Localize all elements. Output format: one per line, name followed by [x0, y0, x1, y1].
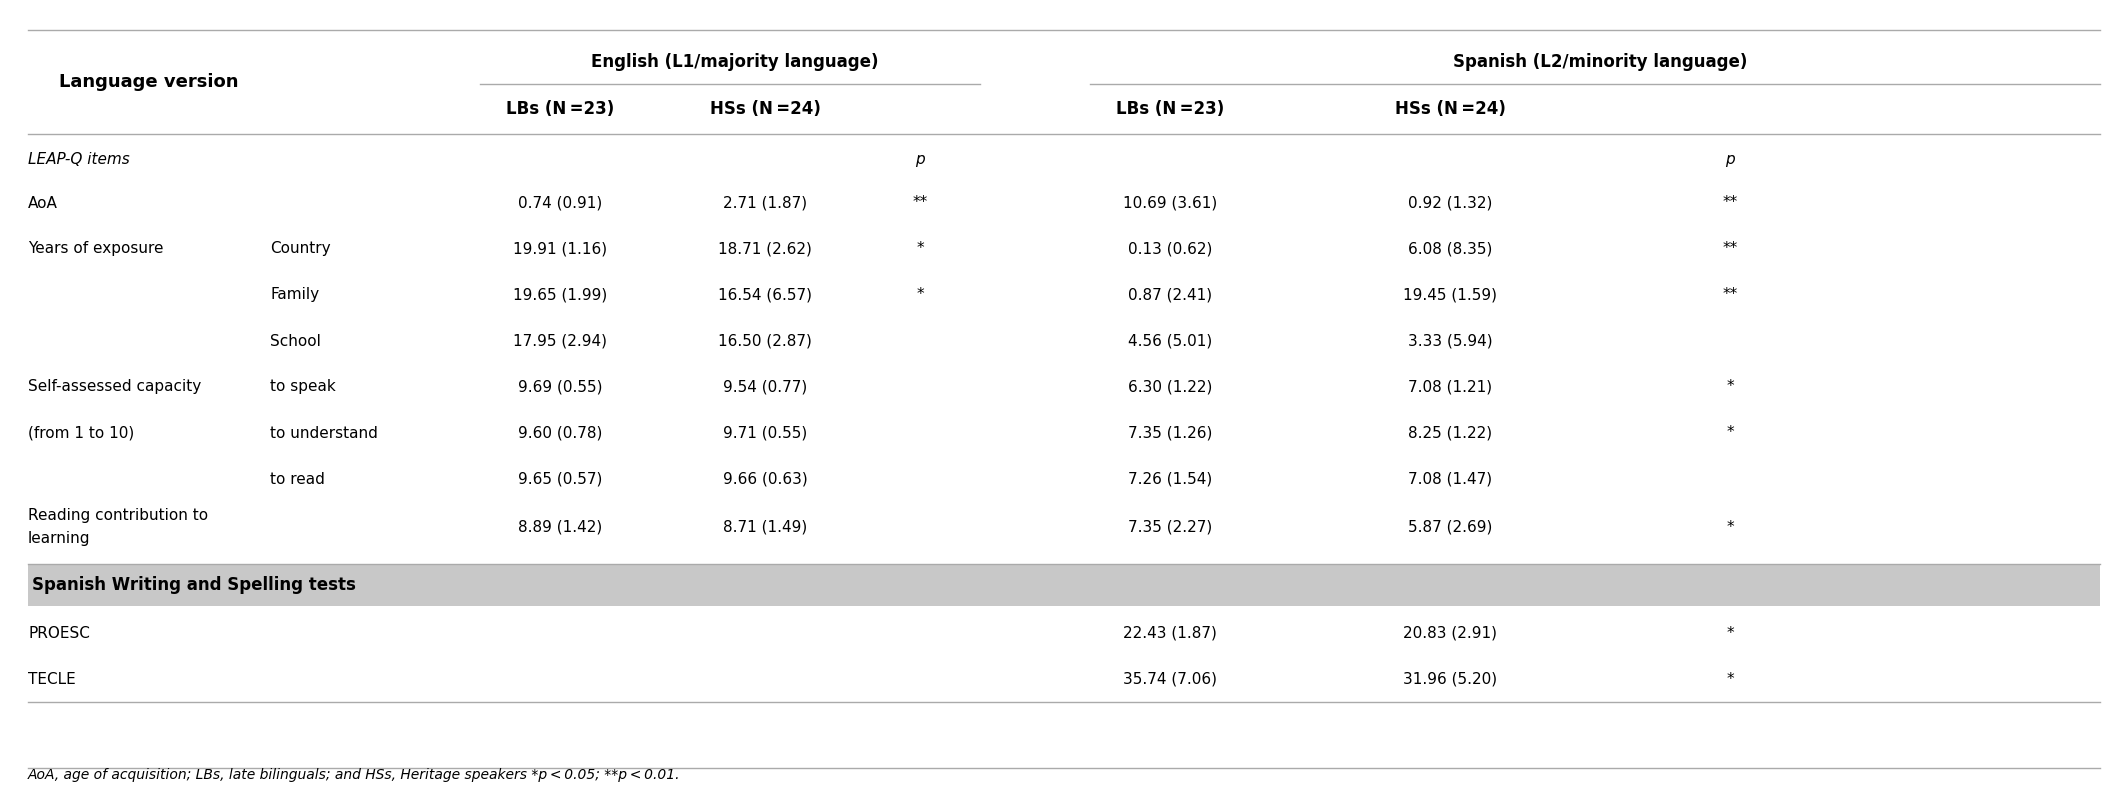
Text: 0.13 (0.62): 0.13 (0.62): [1128, 241, 1213, 257]
Text: LBs (N =23): LBs (N =23): [506, 100, 615, 118]
Text: 35.74 (7.06): 35.74 (7.06): [1124, 671, 1217, 687]
Text: 8.25 (1.22): 8.25 (1.22): [1409, 425, 1492, 441]
Text: Years of exposure: Years of exposure: [28, 241, 164, 257]
Text: Self-assessed capacity: Self-assessed capacity: [28, 380, 202, 394]
Text: 9.65 (0.57): 9.65 (0.57): [517, 471, 602, 487]
Text: 19.65 (1.99): 19.65 (1.99): [513, 288, 606, 302]
Text: TECLE: TECLE: [28, 671, 77, 687]
Text: 7.08 (1.21): 7.08 (1.21): [1409, 380, 1492, 394]
Text: *: *: [1726, 425, 1734, 441]
Text: 19.45 (1.59): 19.45 (1.59): [1402, 288, 1496, 302]
Text: 18.71 (2.62): 18.71 (2.62): [717, 241, 813, 257]
Text: 16.50 (2.87): 16.50 (2.87): [717, 334, 813, 348]
Text: **: **: [1722, 288, 1739, 302]
Text: 9.66 (0.63): 9.66 (0.63): [724, 471, 807, 487]
Text: PROESC: PROESC: [28, 625, 89, 641]
Text: to speak: to speak: [270, 380, 336, 394]
Text: 7.08 (1.47): 7.08 (1.47): [1409, 471, 1492, 487]
Text: to read: to read: [270, 471, 326, 487]
Text: learning: learning: [28, 531, 92, 546]
Text: to understand: to understand: [270, 425, 379, 441]
Text: 31.96 (5.20): 31.96 (5.20): [1402, 671, 1498, 687]
Text: 9.54 (0.77): 9.54 (0.77): [724, 380, 807, 394]
Text: Spanish Writing and Spelling tests: Spanish Writing and Spelling tests: [32, 575, 355, 594]
Text: 0.74 (0.91): 0.74 (0.91): [517, 195, 602, 211]
Text: p: p: [915, 151, 926, 167]
Text: 10.69 (3.61): 10.69 (3.61): [1124, 195, 1217, 211]
Text: 6.30 (1.22): 6.30 (1.22): [1128, 380, 1213, 394]
Text: Reading contribution to: Reading contribution to: [28, 509, 209, 523]
Text: Family: Family: [270, 288, 319, 302]
Text: Country: Country: [270, 241, 330, 257]
Text: LEAP-Q items: LEAP-Q items: [28, 151, 130, 167]
Text: LBs (N =23): LBs (N =23): [1115, 100, 1224, 118]
Text: AoA: AoA: [28, 195, 57, 211]
Text: *: *: [1726, 380, 1734, 394]
Text: **: **: [913, 195, 928, 211]
Text: **: **: [1722, 241, 1739, 257]
Text: 0.92 (1.32): 0.92 (1.32): [1409, 195, 1492, 211]
Text: *: *: [1726, 671, 1734, 687]
Text: 9.71 (0.55): 9.71 (0.55): [724, 425, 807, 441]
Text: *: *: [1726, 520, 1734, 535]
Text: **: **: [1722, 195, 1739, 211]
Text: 7.35 (2.27): 7.35 (2.27): [1128, 520, 1213, 535]
Text: 16.54 (6.57): 16.54 (6.57): [717, 288, 813, 302]
Text: 19.91 (1.16): 19.91 (1.16): [513, 241, 606, 257]
Text: (from 1 to 10): (from 1 to 10): [28, 425, 134, 441]
Text: 8.71 (1.49): 8.71 (1.49): [724, 520, 807, 535]
Text: 6.08 (8.35): 6.08 (8.35): [1409, 241, 1492, 257]
Text: 4.56 (5.01): 4.56 (5.01): [1128, 334, 1213, 348]
Text: p: p: [1726, 151, 1734, 167]
Text: 22.43 (1.87): 22.43 (1.87): [1124, 625, 1217, 641]
Text: 0.87 (2.41): 0.87 (2.41): [1128, 288, 1213, 302]
Text: 7.35 (1.26): 7.35 (1.26): [1128, 425, 1213, 441]
Text: Spanish (L2/minority language): Spanish (L2/minority language): [1453, 53, 1747, 71]
Bar: [28, 564, 2100, 606]
Text: HSs (N =24): HSs (N =24): [1394, 100, 1504, 118]
Text: English (L1/majority language): English (L1/majority language): [592, 53, 879, 71]
Text: *: *: [917, 241, 924, 257]
Text: 2.71 (1.87): 2.71 (1.87): [724, 195, 807, 211]
Text: 9.69 (0.55): 9.69 (0.55): [517, 380, 602, 394]
Text: 8.89 (1.42): 8.89 (1.42): [517, 520, 602, 535]
Text: 3.33 (5.94): 3.33 (5.94): [1409, 334, 1492, 348]
Text: HSs (N =24): HSs (N =24): [709, 100, 821, 118]
Text: 5.87 (2.69): 5.87 (2.69): [1409, 520, 1492, 535]
Text: Language version: Language version: [60, 73, 238, 91]
Text: 20.83 (2.91): 20.83 (2.91): [1402, 625, 1496, 641]
Text: *: *: [1726, 625, 1734, 641]
Text: School: School: [270, 334, 321, 348]
Text: 9.60 (0.78): 9.60 (0.78): [517, 425, 602, 441]
Text: AoA, age of acquisition; LBs, late bilinguals; and HSs, Heritage speakers *p < 0: AoA, age of acquisition; LBs, late bilin…: [28, 768, 681, 782]
Text: 7.26 (1.54): 7.26 (1.54): [1128, 471, 1213, 487]
Text: 17.95 (2.94): 17.95 (2.94): [513, 334, 606, 348]
Text: *: *: [917, 288, 924, 302]
